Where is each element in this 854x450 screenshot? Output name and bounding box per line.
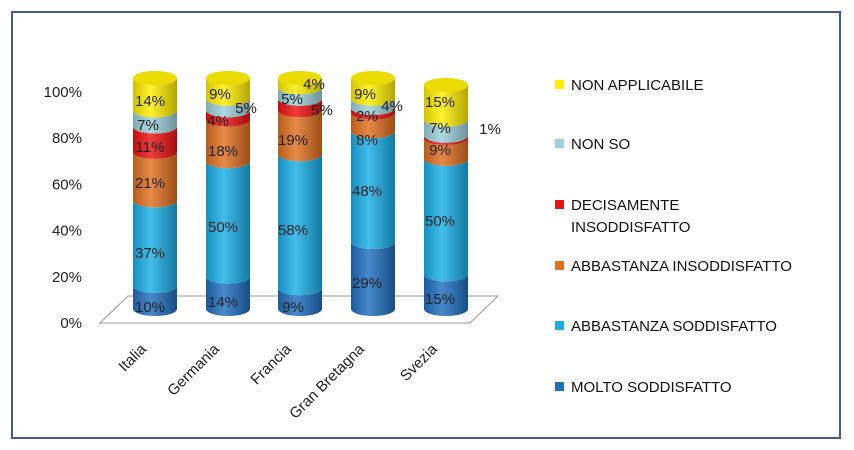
- bar-segment-non-applicabile: [424, 84, 468, 127]
- data-label: 58%: [278, 222, 308, 239]
- bar-segment-non-so: [206, 98, 250, 118]
- data-label: 1%: [479, 121, 501, 138]
- data-label: 4%: [303, 76, 325, 93]
- legend-swatch: [555, 261, 564, 270]
- bar-segment-non-so: [133, 110, 177, 134]
- bar-segment-abbastanza-insoddisfatto: [424, 138, 468, 166]
- bar-top-cap: [351, 71, 395, 85]
- legend-label: ABBASTANZA INSODDISFATTO: [571, 258, 792, 275]
- data-label: 7%: [137, 117, 159, 134]
- bar-segment-non-applicabile: [133, 78, 177, 118]
- bar-segment-non-applicabile: [278, 78, 322, 95]
- bar-segment-abbastanza-insoddisfatto: [278, 110, 322, 162]
- legend-label: ABBASTANZA SODDISFATTO: [571, 318, 777, 335]
- data-label: 18%: [208, 143, 238, 160]
- y-tick-label: 0%: [60, 315, 82, 332]
- data-label: 11%: [136, 139, 165, 156]
- legend-swatch: [555, 139, 564, 148]
- bar-top-cap: [424, 77, 468, 92]
- bar-segment-abbastanza-insoddisfatto: [206, 119, 250, 169]
- legend-label: NON APPLICABILE: [571, 77, 704, 94]
- legend-label: DECISAMENTE: [571, 197, 679, 214]
- data-label: 50%: [208, 219, 238, 236]
- bar-top-cap: [278, 71, 322, 85]
- bar-segment-non-so: [351, 98, 395, 116]
- bar-segment-decisamente-insoddisfatto: [424, 135, 468, 146]
- y-tick-label: 60%: [52, 176, 82, 193]
- bar-top-cap: [206, 71, 250, 85]
- bar-segment-abbastanza-insoddisfatto: [133, 151, 177, 208]
- data-label: 9%: [282, 299, 304, 316]
- data-label: 15%: [425, 94, 455, 111]
- bar-segment-non-applicabile: [351, 78, 395, 106]
- y-tick-label: 20%: [52, 269, 82, 286]
- x-tick-label: Francia: [247, 340, 295, 388]
- bar-segment-non-applicabile: [206, 78, 250, 106]
- y-tick-label: 100%: [44, 84, 82, 101]
- bar-segment-abbastanza-soddisfatto: [133, 200, 177, 293]
- data-label: 8%: [356, 132, 378, 149]
- legend-label: NON SO: [571, 136, 630, 153]
- legend-swatch: [555, 382, 564, 391]
- y-tick-label: 80%: [52, 130, 82, 147]
- data-label: 9%: [429, 142, 451, 159]
- data-label: 5%: [281, 91, 303, 108]
- bar-segment-non-so: [278, 87, 322, 106]
- data-label: 5%: [235, 100, 257, 117]
- legend-swatch: [555, 321, 564, 330]
- legend-swatch: [555, 80, 564, 89]
- bar-segment-abbastanza-soddisfatto: [278, 154, 322, 296]
- x-tick-label: Germania: [164, 340, 223, 399]
- legend-label: INSODDISFATTO: [571, 219, 690, 236]
- bar-segment-molto-soddisfatto: [351, 242, 395, 316]
- bar-segment-abbastanza-soddisfatto: [351, 131, 395, 250]
- legend-label: MOLTO SODDISFATTO: [571, 379, 732, 396]
- x-tick-label: Italia: [115, 340, 150, 375]
- bar-segment-decisamente-insoddisfatto: [133, 126, 177, 159]
- data-label: 2%: [356, 108, 378, 125]
- legend-swatch: [555, 200, 564, 209]
- bar-segment-decisamente-insoddisfatto: [351, 108, 395, 120]
- bar-segment-non-so: [424, 119, 468, 143]
- x-tick-label: Svezia: [397, 340, 441, 384]
- data-label: 10%: [135, 299, 165, 316]
- data-label: 19%: [278, 132, 308, 149]
- x-tick-label: Gran Bretagna: [286, 340, 368, 422]
- y-tick-label: 40%: [52, 223, 82, 240]
- bar-segment-decisamente-insoddisfatto: [206, 110, 250, 127]
- bar-segment-abbastanza-insoddisfatto: [351, 112, 395, 139]
- data-label: 14%: [135, 93, 165, 110]
- data-label: 48%: [352, 183, 382, 200]
- bar-segment-decisamente-insoddisfatto: [278, 98, 322, 118]
- data-label: 4%: [207, 113, 229, 130]
- bar-top-cap: [133, 71, 177, 85]
- bar-segment-abbastanza-soddisfatto: [424, 158, 468, 282]
- data-label: 37%: [135, 245, 165, 262]
- data-label: 50%: [425, 213, 455, 230]
- data-label: 9%: [354, 86, 376, 103]
- bar-segment-molto-soddisfatto: [278, 288, 322, 316]
- bar-segment-molto-soddisfatto: [424, 274, 468, 316]
- data-label: 15%: [425, 291, 455, 308]
- data-label: 21%: [135, 175, 165, 192]
- data-label: 7%: [429, 120, 451, 137]
- data-label: 29%: [352, 275, 382, 292]
- bar-segment-abbastanza-soddisfatto: [206, 161, 250, 284]
- bar-segment-molto-soddisfatto: [206, 276, 250, 316]
- data-label: 5%: [311, 102, 333, 119]
- data-label: 9%: [209, 86, 231, 103]
- data-label: 14%: [208, 294, 238, 311]
- data-label: 4%: [381, 98, 403, 115]
- bar-segment-molto-soddisfatto: [133, 285, 177, 316]
